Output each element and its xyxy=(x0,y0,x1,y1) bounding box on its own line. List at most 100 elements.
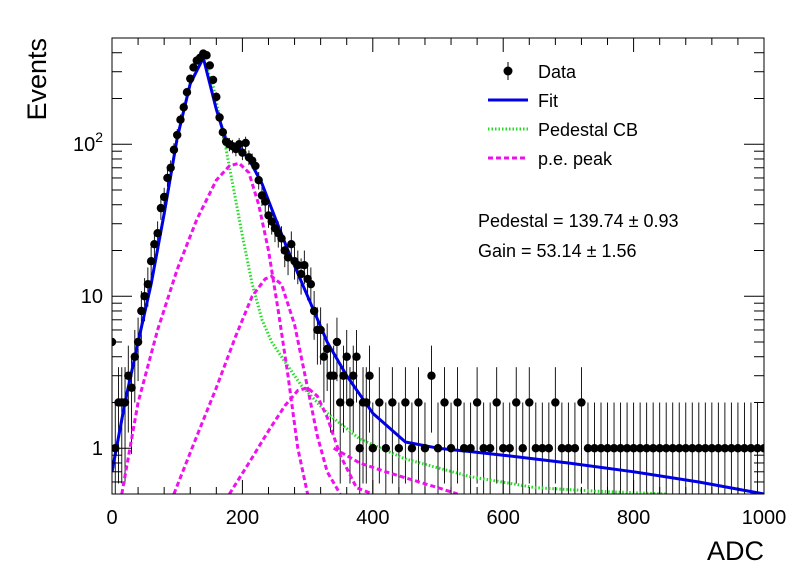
y-axis-label: Events xyxy=(22,38,52,121)
data-point xyxy=(355,444,364,453)
legend-data-marker xyxy=(503,66,513,76)
data-point xyxy=(453,398,462,407)
data-point xyxy=(655,444,664,453)
data-point xyxy=(727,444,736,453)
data-point xyxy=(688,444,697,453)
data-point xyxy=(159,192,169,202)
data-point xyxy=(492,398,501,407)
data-point xyxy=(596,444,606,453)
data-point xyxy=(309,306,319,316)
data-point xyxy=(368,444,377,453)
data-point xyxy=(505,444,514,453)
legend-label-pedestal: Pedestal CB xyxy=(538,120,638,140)
data-point xyxy=(173,130,182,140)
legend-label-fit: Fit xyxy=(538,91,558,111)
data-point xyxy=(365,371,374,380)
data-point xyxy=(234,140,244,149)
data-point xyxy=(208,75,218,85)
data-point xyxy=(133,337,143,347)
data-point xyxy=(583,444,593,453)
data-point xyxy=(577,398,586,407)
data-point xyxy=(518,444,527,453)
data-point xyxy=(609,444,619,453)
data-point xyxy=(267,217,276,226)
data-point xyxy=(564,444,573,453)
data-point xyxy=(352,352,361,361)
data-point xyxy=(512,398,521,407)
data-point xyxy=(277,234,286,243)
data-point xyxy=(212,92,221,102)
x-tick-label: 600 xyxy=(487,507,520,529)
legend-entry-data: Data xyxy=(503,62,577,82)
x-axis: 0 200 400 600 800 1000 xyxy=(106,38,786,529)
data-point xyxy=(714,444,723,453)
data-point xyxy=(189,63,198,72)
x-tick-label: 400 xyxy=(356,507,389,529)
data-point xyxy=(394,444,404,453)
data-point xyxy=(485,444,495,453)
data-point xyxy=(280,246,289,255)
data-point xyxy=(261,197,270,206)
data-point xyxy=(186,74,195,83)
data-point xyxy=(622,444,632,453)
data-point xyxy=(130,352,140,361)
data-point xyxy=(176,115,185,124)
fit-results: Pedestal = 139.74 ± 0.93 Gain = 53.14 ± … xyxy=(478,211,679,261)
y-tick-label: 1 xyxy=(92,438,103,460)
legend: Data Fit Pedestal CB p.e. peak xyxy=(488,62,638,169)
data-point xyxy=(332,337,342,347)
x-tick-label: 0 xyxy=(106,507,117,529)
data-point xyxy=(472,398,482,407)
data-point xyxy=(668,444,677,453)
data-point xyxy=(544,444,554,453)
data-point xyxy=(254,176,263,185)
legend-label-data: Data xyxy=(538,62,577,82)
y-tick-label: 10 xyxy=(81,286,103,308)
data-point xyxy=(300,261,309,270)
data-point xyxy=(675,444,684,453)
data-point xyxy=(557,444,567,453)
data-point xyxy=(707,444,717,453)
data-point xyxy=(336,398,345,407)
legend-entry-pe-peak: p.e. peak xyxy=(488,149,613,169)
series-line-p-e-peak xyxy=(332,446,459,494)
data-point xyxy=(629,444,638,453)
legend-entry-pedestal: Pedestal CB xyxy=(488,120,638,140)
data-point xyxy=(146,257,156,266)
data-point xyxy=(316,325,325,335)
data-point xyxy=(153,228,162,238)
x-tick-label: 1000 xyxy=(742,507,787,529)
data-point xyxy=(120,398,130,407)
data-point xyxy=(662,444,671,453)
data-point xyxy=(420,444,430,453)
data-point xyxy=(414,398,423,407)
data-point xyxy=(137,306,146,316)
data-point xyxy=(466,444,475,453)
data-point xyxy=(720,444,730,453)
data-point xyxy=(218,128,228,137)
data-point xyxy=(603,444,612,453)
series-line-pedestal-cb xyxy=(112,56,667,494)
data-point xyxy=(251,161,260,171)
x-tick-label: 200 xyxy=(226,507,259,529)
data-point xyxy=(143,280,153,289)
data-point xyxy=(169,145,179,154)
data-point xyxy=(283,253,293,262)
data-point xyxy=(479,444,488,453)
data-point xyxy=(329,371,338,380)
data-point xyxy=(616,444,625,453)
data-markers xyxy=(112,49,764,453)
data-point xyxy=(215,113,224,122)
data-point xyxy=(381,444,391,453)
data-point xyxy=(150,239,159,249)
data-point xyxy=(127,383,136,392)
data-point xyxy=(156,203,166,213)
data-point xyxy=(182,87,192,97)
data-point xyxy=(163,173,172,183)
data-point xyxy=(306,280,316,289)
data-point xyxy=(648,444,658,453)
data-point xyxy=(531,444,540,453)
data-point xyxy=(401,398,410,407)
x-axis-label: ADC xyxy=(707,536,764,566)
